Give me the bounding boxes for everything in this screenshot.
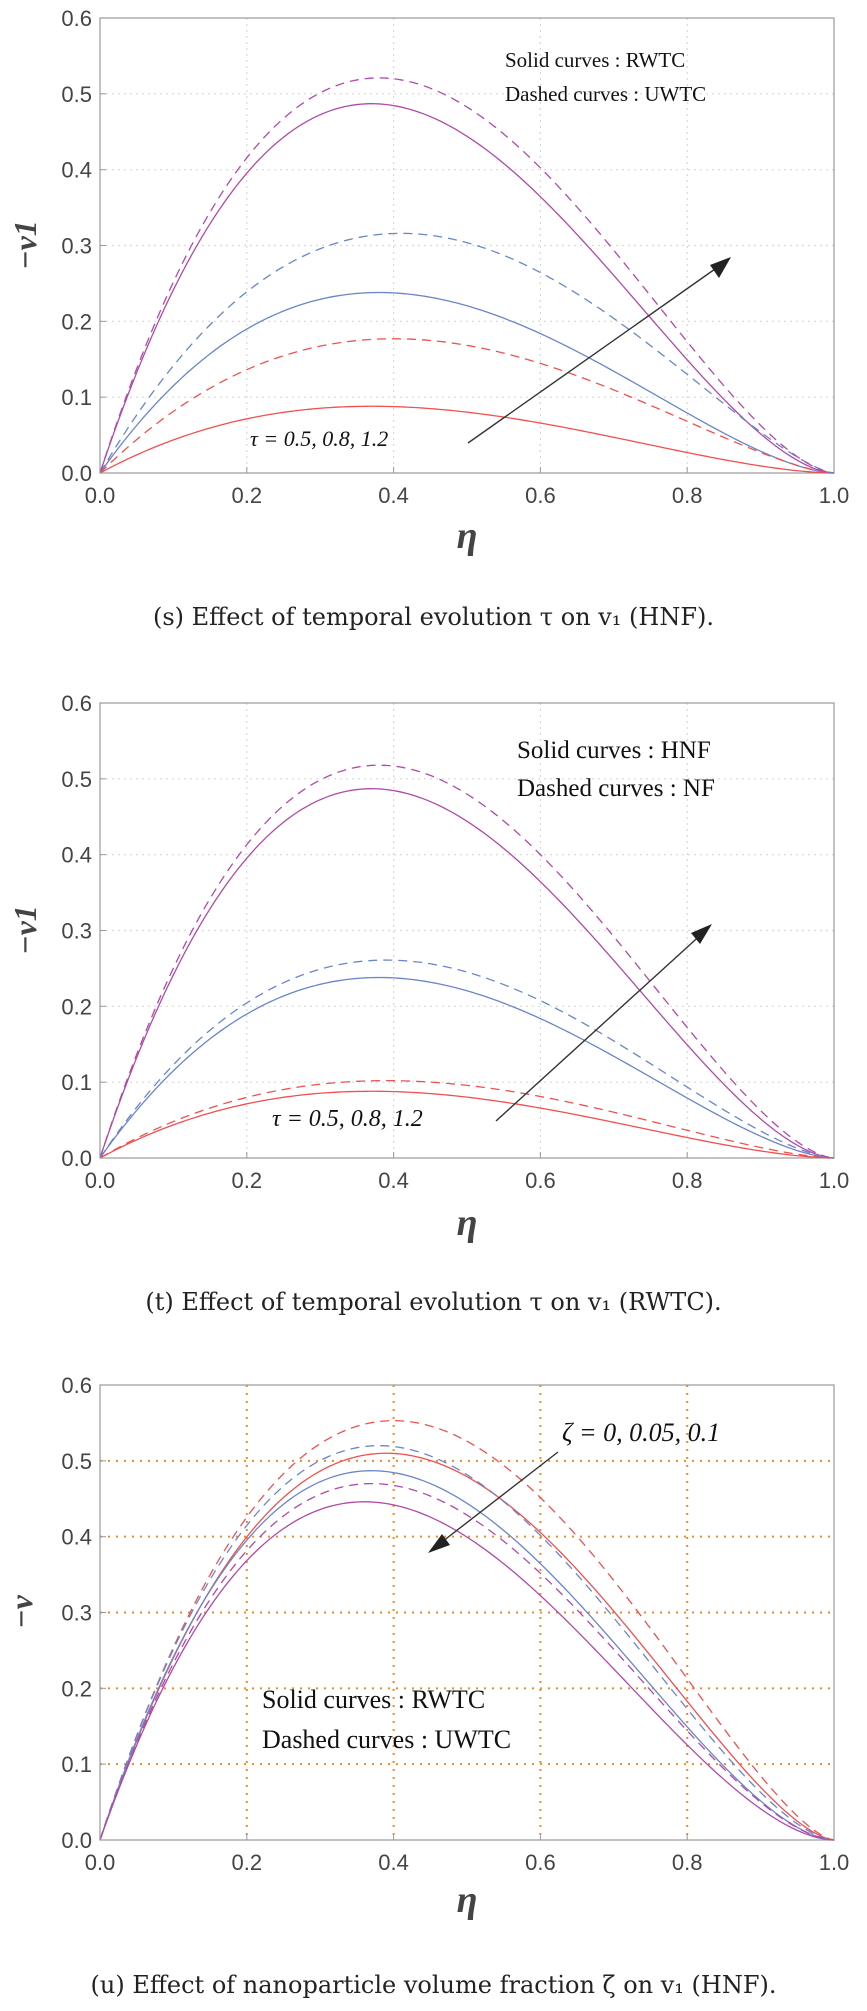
chart-t-y-label: −v1 [7, 905, 43, 955]
chart-t-x-tick-0: 0.0 [85, 1168, 116, 1193]
chart-u-y-tick-6: 0.6 [61, 1373, 92, 1398]
chart-s-arrow [467, 261, 726, 444]
chart-u-plot-frame [99, 1384, 835, 1841]
chart-u-x-tick-2: 0.4 [378, 1850, 409, 1875]
chart-u-legend-dashed: Dashed curves : UWTC [262, 1725, 511, 1754]
chart-u-series-2-solid-purple [99, 1501, 835, 1841]
chart-u-x-label: η [457, 1879, 478, 1921]
chart-s-series-3-dashed-red [99, 338, 835, 474]
chart-s-series-1-solid-blue [99, 291, 835, 474]
chart-u-series-1-solid-blue [99, 1470, 835, 1841]
chart-t-x-ticks: 0.0 0.2 0.4 0.6 0.8 1.0 [85, 1152, 850, 1193]
chart-s-y-tick-5: 0.5 [61, 82, 92, 107]
chart-u: 0.0 0.2 0.4 0.6 0.8 1.0 0.0 0.1 0.2 0.3 0.4 0.5 0.6… [3, 1373, 850, 1921]
chart-s-series-2-solid-purple [99, 103, 835, 474]
chart-t-y-tick-2: 0.2 [61, 994, 92, 1019]
chart-t-x-tick-5: 1.0 [819, 1168, 850, 1193]
chart-s-x-label: η [457, 515, 478, 557]
chart-s-caption: (s) Effect of temporal evolution τ on v₁… [152, 603, 714, 631]
chart-u-y-label: −v [3, 1594, 39, 1628]
chart-s-grid [100, 18, 834, 473]
chart-u-series-0-solid-red [99, 1452, 835, 1841]
chart-s-x-tick-2: 0.4 [378, 483, 409, 508]
chart-t-series-5-dashed-purple [99, 764, 835, 1159]
chart-u-y-tick-0: 0.0 [61, 1828, 92, 1853]
chart-u-series-5-dashed-purple [99, 1482, 835, 1841]
chart-t-legend-solid: Solid curves : HNF [517, 737, 711, 764]
chart-t-arrow-head-icon [691, 924, 712, 944]
chart-t-y-tick-1: 0.1 [61, 1070, 92, 1095]
chart-u-y-tick-1: 0.1 [61, 1752, 92, 1777]
chart-u-x-tick-0: 0.0 [85, 1850, 116, 1875]
chart-t-caption: (t) Effect of temporal evolution τ on v₁… [145, 1288, 722, 1316]
chart-t-x-tick-3: 0.6 [525, 1168, 556, 1193]
chart-s-y-tick-2: 0.2 [61, 309, 92, 334]
chart-s-x-tick-3: 0.6 [525, 483, 556, 508]
chart-t-y-tick-6: 0.6 [61, 691, 92, 716]
chart-s-y-tick-3: 0.3 [61, 234, 92, 259]
chart-t-series-3-dashed-red [99, 1079, 835, 1159]
chart-s-series [99, 77, 835, 474]
chart-s-legend-solid: Solid curves : RWTC [505, 48, 685, 72]
chart-u-arrow-head-icon [428, 1534, 450, 1553]
chart-s-y-tick-1: 0.1 [61, 385, 92, 410]
chart-u-x-tick-1: 0.2 [232, 1850, 263, 1875]
chart-s-x-tick-4: 0.8 [672, 483, 703, 508]
chart-t-y-tick-0: 0.0 [61, 1146, 92, 1171]
chart-u-y-tick-3: 0.3 [61, 1601, 92, 1626]
chart-s-x-tick-0: 0.0 [85, 483, 116, 508]
chart-s-y-tick-4: 0.4 [61, 158, 92, 183]
chart-s-series-4-dashed-blue [99, 232, 835, 474]
chart-t-x-tick-1: 0.2 [232, 1168, 263, 1193]
chart-u-series [99, 1419, 835, 1841]
chart-t: 0.0 0.2 0.4 0.6 0.8 1.0 0.0 0.1 0.2 0.3 0.4 0.5 0.6… [7, 691, 850, 1244]
chart-u-y-tick-5: 0.5 [61, 1449, 92, 1474]
chart-s-series-0-solid-red [99, 405, 835, 474]
chart-t-grid [100, 703, 834, 1158]
chart-u-y-ticks: 0.0 0.1 0.2 0.3 0.4 0.5 0.6 [61, 1373, 106, 1853]
chart-t-y-tick-3: 0.3 [61, 919, 92, 944]
chart-t-series-4-dashed-blue [99, 959, 835, 1159]
chart-u-x-tick-3: 0.6 [525, 1850, 556, 1875]
chart-u-series-3-dashed-red [99, 1419, 835, 1841]
chart-t-annotation: τ = 0.5, 0.8, 1.2 [272, 1106, 423, 1132]
chart-u-caption: (u) Effect of nanoparticle volume fracti… [90, 1971, 777, 1999]
chart-u-legend-solid: Solid curves : RWTC [262, 1685, 485, 1714]
chart-s-x-tick-5: 1.0 [819, 483, 850, 508]
chart-u-annotation: ζ = 0, 0.05, 0.1 [562, 1418, 720, 1447]
chart-t-series-2-solid-purple [99, 788, 835, 1159]
chart-t-y-tick-4: 0.4 [61, 843, 92, 868]
chart-s-legend-dashed: Dashed curves : UWTC [505, 82, 706, 106]
chart-u-y-tick-4: 0.4 [61, 1525, 92, 1550]
chart-s-x-ticks: 0.0 0.2 0.4 0.6 0.8 1.0 [85, 467, 850, 508]
chart-u-series-4-dashed-blue [99, 1445, 835, 1841]
chart-s-y-tick-6: 0.6 [61, 6, 92, 31]
chart-s-series-5-dashed-purple [99, 77, 835, 474]
chart-t-x-tick-4: 0.8 [672, 1168, 703, 1193]
chart-s-annotation: τ = 0.5, 0.8, 1.2 [250, 426, 388, 451]
chart-s-x-tick-1: 0.2 [232, 483, 263, 508]
chart-u-x-ticks: 0.0 0.2 0.4 0.6 0.8 1.0 [85, 1834, 850, 1875]
chart-s-y-label: −v1 [7, 220, 43, 270]
chart-u-x-tick-4: 0.8 [672, 1850, 703, 1875]
chart-u-arrow [437, 1451, 559, 1546]
chart-t-legend-dashed: Dashed curves : NF [517, 775, 715, 802]
chart-t-series [99, 764, 835, 1159]
chart-t-y-ticks: 0.0 0.1 0.2 0.3 0.4 0.5 0.6 [61, 691, 106, 1171]
chart-t-x-label: η [457, 1202, 478, 1244]
chart-s-y-ticks: 0.0 0.1 0.2 0.3 0.4 0.5 0.6 [61, 6, 106, 486]
chart-t-series-0-solid-red [99, 1090, 835, 1159]
chart-t-x-tick-2: 0.4 [378, 1168, 409, 1193]
chart-u-grid [100, 1385, 834, 1840]
chart-u-x-tick-5: 1.0 [819, 1850, 850, 1875]
chart-t-arrow [495, 930, 706, 1122]
chart-s: 0.0 0.2 0.4 0.6 0.8 1.0 0.0 0.1 0.2 0.3 0.4 0.5 0.6… [7, 6, 850, 557]
chart-t-series-1-solid-blue [99, 976, 835, 1159]
chart-s-y-tick-0: 0.0 [61, 461, 92, 486]
chart-s-arrow-head-icon [710, 257, 731, 278]
chart-t-y-tick-5: 0.5 [61, 767, 92, 792]
chart-u-y-tick-2: 0.2 [61, 1676, 92, 1701]
